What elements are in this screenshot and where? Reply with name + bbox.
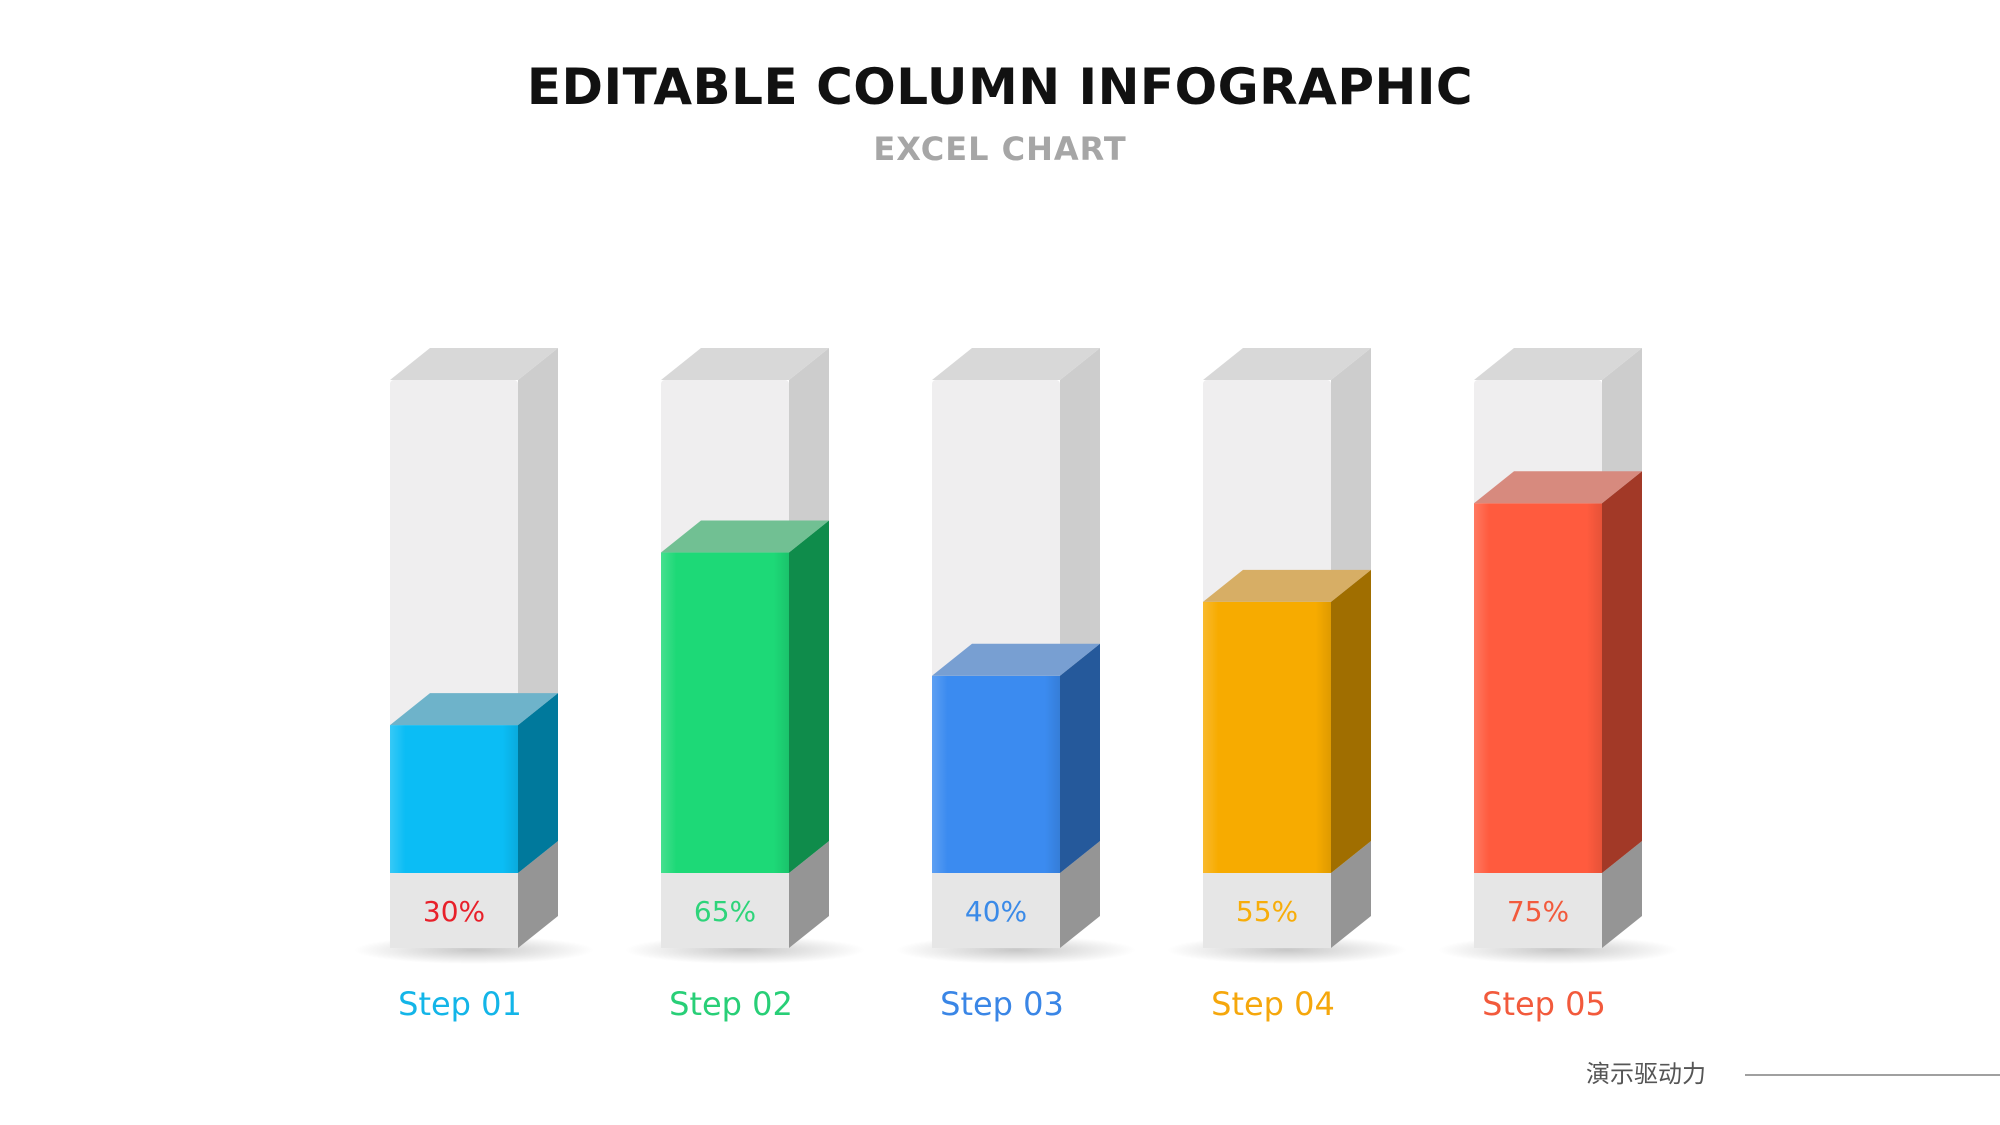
bar-shading bbox=[1203, 601, 1331, 873]
bar-shading bbox=[661, 552, 789, 873]
value-label: 55% bbox=[1236, 895, 1298, 928]
bar-shading bbox=[390, 725, 518, 873]
chart-title: EDITABLE COLUMN INFOGRAPHIC bbox=[526, 58, 1474, 116]
bar-shading bbox=[1474, 503, 1602, 873]
bar-top bbox=[1474, 471, 1642, 504]
value-label: 65% bbox=[694, 895, 756, 928]
value-label: 40% bbox=[965, 895, 1027, 928]
bar-side bbox=[789, 520, 829, 873]
base-side bbox=[1331, 841, 1371, 948]
footer-divider bbox=[1745, 1074, 2000, 1076]
category-label: Step 01 bbox=[398, 985, 522, 1023]
base-side bbox=[518, 841, 558, 948]
bar-side bbox=[1060, 643, 1100, 873]
glass-top bbox=[390, 348, 558, 380]
base-front bbox=[932, 873, 1060, 948]
bar-shading bbox=[932, 675, 1060, 873]
glass-top bbox=[1474, 348, 1642, 380]
category-label: Step 05 bbox=[1482, 985, 1606, 1023]
glass-top bbox=[932, 348, 1100, 380]
bar-top bbox=[661, 520, 829, 553]
bar-side bbox=[1602, 471, 1642, 873]
value-label: 30% bbox=[423, 895, 485, 928]
glass-top bbox=[661, 348, 829, 380]
base-front bbox=[661, 873, 789, 948]
category-label: Step 04 bbox=[1211, 985, 1335, 1023]
base-side bbox=[1602, 841, 1642, 948]
bar-top bbox=[390, 693, 558, 726]
base-front bbox=[1474, 873, 1602, 948]
base-front bbox=[390, 873, 518, 948]
base-front bbox=[1203, 873, 1331, 948]
bar-top bbox=[932, 643, 1100, 676]
category-label: Step 02 bbox=[669, 985, 793, 1023]
base-side bbox=[1060, 841, 1100, 948]
bar-side bbox=[1331, 569, 1371, 873]
chart-subtitle: EXCEL CHART bbox=[873, 130, 1127, 168]
bar-side bbox=[518, 693, 558, 873]
category-label: Step 03 bbox=[940, 985, 1064, 1023]
glass-top bbox=[1203, 348, 1371, 380]
bar-top bbox=[1203, 569, 1371, 602]
value-label: 75% bbox=[1507, 895, 1569, 928]
base-side bbox=[789, 841, 829, 948]
footer-brand: 演示驱动力 bbox=[1586, 1060, 1706, 1088]
